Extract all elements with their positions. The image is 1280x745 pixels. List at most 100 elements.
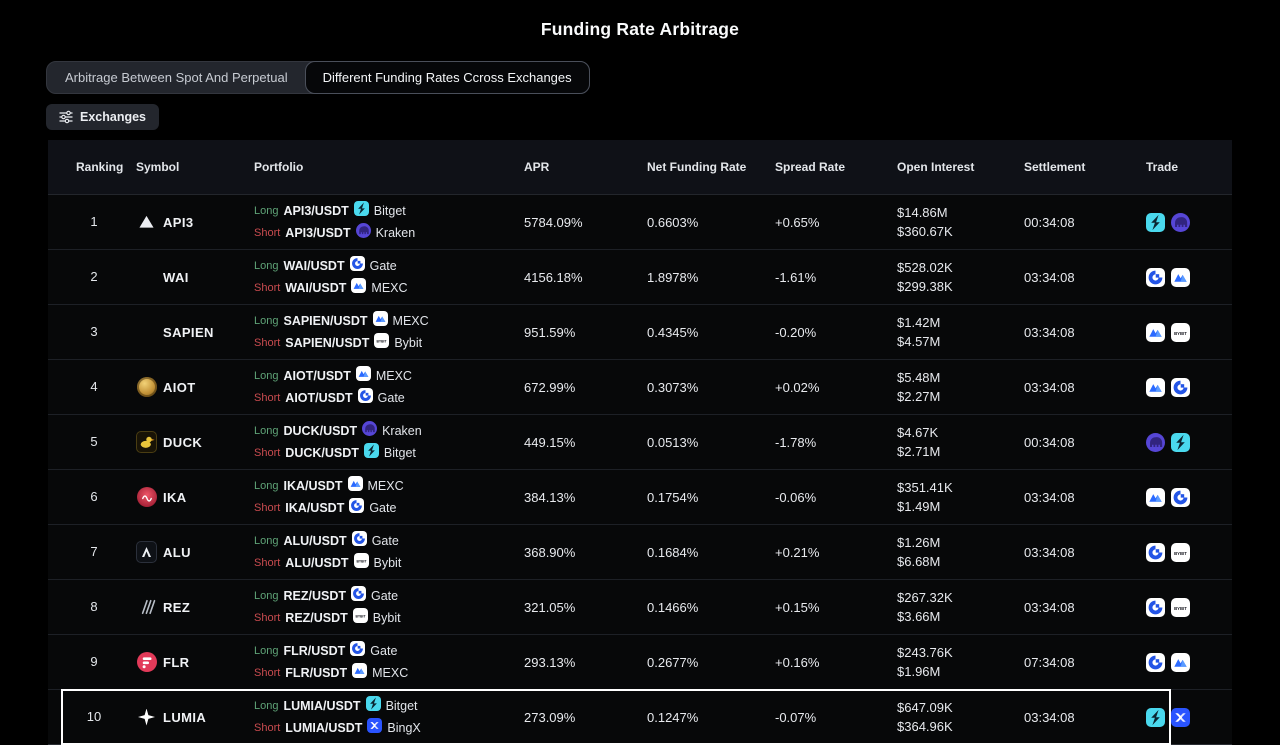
long-leg: Long AIOT/USDT MEXC: [254, 366, 524, 386]
net-funding-rate-value: 0.1247%: [647, 709, 699, 725]
table-row[interactable]: 4 AIOT Long AIOT/USDT MEXC Short AIOT/US…: [48, 359, 1232, 414]
long-label: Long: [254, 425, 279, 437]
symbol-label: ALU: [163, 544, 191, 560]
symbol-label: LUMIA: [163, 709, 207, 725]
mexc-exchange-icon[interactable]: [1146, 377, 1165, 397]
lumia-coin-icon: [138, 708, 155, 726]
coin-icon-slot: [136, 322, 157, 343]
table-row[interactable]: 10 LUMIA Long LUMIA/USDT Bitget Short LU…: [48, 689, 1232, 745]
bingx-exchange-icon[interactable]: [1171, 707, 1190, 727]
open-interest-cell: $1.42M $4.57M: [897, 313, 1024, 351]
long-label: Long: [254, 370, 279, 382]
mexc-exchange-icon[interactable]: [1146, 322, 1165, 342]
column-header-net-funding-rate: Net Funding Rate: [647, 160, 747, 174]
ranking-value: 6: [90, 489, 98, 504]
bitget-exchange-icon[interactable]: [1146, 707, 1165, 727]
bitget-exchange-icon[interactable]: [1146, 212, 1165, 232]
short-pair: API3/USDT: [285, 226, 351, 240]
trade-actions: [1146, 652, 1232, 672]
long-pair: IKA/USDT: [283, 479, 343, 493]
short-leg: Short FLR/USDT MEXC: [254, 663, 524, 683]
short-pair: FLR/USDT: [285, 666, 348, 680]
portfolio-cell: Long API3/USDT Bitget Short API3/USDT Kr…: [254, 201, 524, 243]
bitget-exchange-icon[interactable]: [1171, 432, 1190, 452]
spread-rate-value: -0.07%: [775, 709, 817, 725]
alu-coin-icon: [136, 541, 157, 563]
apr-value: 4156.18%: [524, 269, 583, 285]
duck-coin-icon: [136, 431, 157, 453]
long-label: Long: [254, 260, 279, 272]
open-interest-cell: $1.26M $6.68M: [897, 533, 1024, 571]
gate-exchange-icon[interactable]: [1146, 267, 1165, 287]
long-label: Long: [254, 700, 279, 712]
gate-exchange-icon[interactable]: [1171, 487, 1190, 507]
short-leg: Short REZ/USDT BYBIT Bybit: [254, 608, 524, 628]
table-row[interactable]: 9 FLR Long FLR/USDT Gate Short FLR/USDT …: [48, 634, 1232, 689]
mexc-exchange-icon[interactable]: [1171, 267, 1190, 287]
table-row[interactable]: 5 DUCK Long DUCK/USDT Kraken Short DUCK/…: [48, 414, 1232, 469]
gate-exchange-icon[interactable]: [1146, 652, 1165, 672]
portfolio-cell: Long DUCK/USDT Kraken Short DUCK/USDT Bi…: [254, 421, 524, 463]
gate-exchange-icon[interactable]: [1171, 377, 1190, 397]
exchanges-filter-label: Exchanges: [80, 110, 147, 124]
filter-sliders-icon: [59, 110, 73, 124]
table-row[interactable]: 1 API3 Long API3/USDT Bitget Short API3/…: [48, 194, 1232, 249]
mexc-exchange-icon[interactable]: [1171, 652, 1190, 672]
short-leg: Short DUCK/USDT Bitget: [254, 443, 524, 463]
mexc-exchange-icon: [355, 366, 371, 381]
open-interest-short: $4.57M: [897, 334, 941, 349]
table-row[interactable]: 6 IKA Long IKA/USDT MEXC Short IKA/USDT …: [48, 469, 1232, 524]
long-leg: Long DUCK/USDT Kraken: [254, 421, 524, 441]
table-row[interactable]: 3 SAPIEN Long SAPIEN/USDT MEXC Short SAP…: [48, 304, 1232, 359]
gate-exchange-icon[interactable]: [1146, 542, 1165, 562]
short-exchange-name: Kraken: [375, 226, 416, 240]
trade-actions: [1146, 487, 1232, 507]
long-leg: Long LUMIA/USDT Bitget: [254, 696, 524, 716]
short-exchange-name: MEXC: [371, 281, 408, 295]
symbol-label: API3: [163, 214, 194, 230]
open-interest-cell: $647.09K $364.96K: [897, 698, 1024, 736]
bybit-exchange-icon[interactable]: BYBIT: [1171, 322, 1190, 342]
gate-exchange-icon: [350, 586, 366, 601]
short-pair: SAPIEN/USDT: [285, 336, 370, 350]
open-interest-long: $267.32K: [897, 590, 953, 605]
settlement-countdown: 07:34:08: [1024, 654, 1075, 670]
ranking-value: 1: [90, 214, 98, 229]
short-leg: Short ALU/USDT BYBIT Bybit: [254, 553, 524, 573]
gate-exchange-icon[interactable]: [1146, 597, 1165, 617]
table-row[interactable]: 7 ALU Long ALU/USDT Gate Short ALU/USDT …: [48, 524, 1232, 579]
spread-rate-value: -1.61%: [775, 269, 817, 285]
open-interest-cell: $267.32K $3.66M: [897, 588, 1024, 626]
long-pair: FLR/USDT: [283, 644, 346, 658]
bybit-exchange-icon[interactable]: BYBIT: [1171, 597, 1190, 617]
open-interest-cell: $528.02K $299.38K: [897, 258, 1024, 296]
bybit-exchange-icon[interactable]: BYBIT: [1171, 542, 1190, 562]
table-row[interactable]: 8 REZ Long REZ/USDT Gate Short REZ/USDT …: [48, 579, 1232, 634]
net-funding-rate-value: 0.1684%: [647, 544, 699, 560]
tab-different-funding-rates-ccross-exchanges[interactable]: Different Funding Rates Ccross Exchanges: [304, 61, 590, 94]
settlement-countdown: 03:34:08: [1024, 599, 1075, 615]
coin-icon-slot: [136, 212, 157, 233]
long-pair: DUCK/USDT: [283, 424, 358, 438]
tab-arbitrage-between-spot-and-perpetual[interactable]: Arbitrage Between Spot And Perpetual: [47, 62, 306, 93]
table-row[interactable]: 2 WAI Long WAI/USDT Gate Short WAI/USDT …: [48, 249, 1232, 304]
mexc-exchange-icon: [347, 476, 363, 491]
svg-text:BYBIT: BYBIT: [356, 559, 367, 563]
long-pair: ALU/USDT: [283, 534, 347, 548]
exchanges-filter-button[interactable]: Exchanges: [46, 104, 160, 130]
long-pair: SAPIEN/USDT: [283, 314, 368, 328]
rez-coin-icon: [137, 597, 157, 617]
short-label: Short: [254, 502, 281, 514]
short-label: Short: [254, 227, 281, 239]
gate-exchange-icon: [349, 256, 365, 271]
short-exchange-name: Bybit: [394, 336, 423, 350]
kraken-exchange-icon[interactable]: [1171, 212, 1190, 232]
spread-rate-value: -0.06%: [775, 489, 817, 505]
kraken-exchange-icon[interactable]: [1146, 432, 1165, 452]
mexc-exchange-icon[interactable]: [1146, 487, 1165, 507]
long-label: Long: [254, 480, 279, 492]
short-label: Short: [254, 447, 281, 459]
settlement-countdown: 03:34:08: [1024, 269, 1075, 285]
trade-actions: [1146, 212, 1232, 232]
open-interest-short: $299.38K: [897, 279, 953, 294]
